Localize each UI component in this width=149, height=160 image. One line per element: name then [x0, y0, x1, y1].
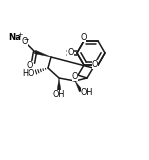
Text: O: O [67, 48, 74, 56]
Text: O: O [26, 60, 33, 69]
Polygon shape [75, 81, 83, 92]
Text: −: − [24, 36, 29, 43]
Polygon shape [34, 50, 51, 57]
Text: O: O [92, 60, 98, 68]
Text: OH: OH [53, 90, 65, 99]
Text: O: O [22, 37, 28, 46]
Text: O: O [72, 72, 78, 81]
Text: O: O [80, 33, 86, 42]
Polygon shape [57, 78, 61, 90]
Text: OH: OH [81, 88, 93, 96]
Text: HO: HO [22, 68, 35, 77]
Text: Na: Na [8, 32, 21, 41]
Text: +: + [18, 32, 23, 38]
